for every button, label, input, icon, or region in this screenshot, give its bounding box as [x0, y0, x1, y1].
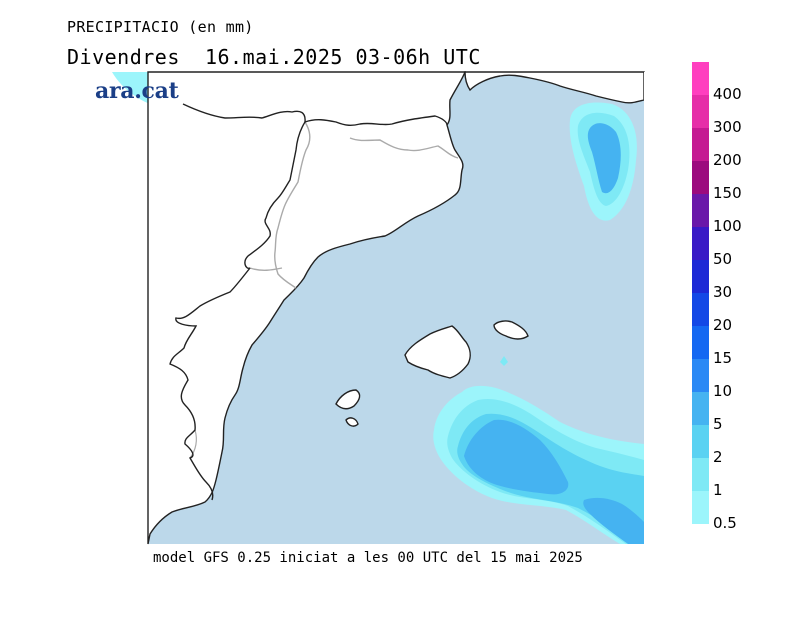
legend-swatch-200 [692, 128, 709, 161]
legend-label-1: 1 [713, 481, 723, 499]
legend-label-0.5: 0.5 [713, 514, 737, 532]
chart-title: PRECIPITACIO (en mm) [67, 18, 254, 36]
ara-cat-logo: ara.cat [95, 78, 179, 104]
legend-swatch-20 [692, 293, 709, 326]
legend-label-100: 100 [713, 217, 742, 235]
legend-label-15: 15 [713, 349, 733, 367]
legend-label-300: 300 [713, 118, 742, 136]
legend-swatch-5 [692, 392, 709, 425]
legend-label-200: 200 [713, 151, 742, 169]
precip-ne-5 [587, 123, 621, 194]
valid-time-subtitle: Divendres 16.mai.2025 03-06h UTC [67, 45, 481, 69]
legend-label-30: 30 [713, 283, 733, 301]
legend-color-bar [692, 62, 709, 524]
legend-swatch-100 [692, 194, 709, 227]
legend-label-10: 10 [713, 382, 733, 400]
precip-s-5 [464, 419, 569, 495]
legend-swatch-150 [692, 161, 709, 194]
legend-swatch-2 [692, 425, 709, 458]
border-catalonia [274, 121, 311, 289]
legend-label-50: 50 [713, 250, 733, 268]
precip-s-5b [583, 497, 644, 544]
legend-swatch-15 [692, 326, 709, 359]
border-south [189, 429, 197, 459]
island-ibiza [335, 389, 361, 410]
legend-label-20: 20 [713, 316, 733, 334]
island-menorca [493, 320, 529, 340]
border-pyrenees [349, 137, 459, 159]
legend-swatch-0.5 [692, 491, 709, 524]
coast-france [464, 71, 645, 104]
legend-label-400: 400 [713, 85, 742, 103]
island-formentera [345, 417, 359, 427]
legend-swatch-400 [692, 62, 709, 95]
model-footer: model GFS 0.25 iniciat a les 00 UTC del … [153, 550, 583, 566]
island-mallorca [404, 325, 471, 379]
border-west [182, 103, 448, 127]
precip-dot [500, 356, 508, 366]
border-valencia [249, 267, 283, 271]
legend-swatch-50 [692, 227, 709, 260]
legend-label-150: 150 [713, 184, 742, 202]
legend-swatch-30 [692, 260, 709, 293]
legend-swatch-300 [692, 95, 709, 128]
mask-right [644, 72, 684, 552]
land-mainland [147, 71, 467, 545]
legend-label-5: 5 [713, 415, 723, 433]
legend-swatch-1 [692, 458, 709, 491]
legend-swatch-10 [692, 359, 709, 392]
legend-label-2: 2 [713, 448, 723, 466]
border-west-edge [169, 121, 306, 501]
